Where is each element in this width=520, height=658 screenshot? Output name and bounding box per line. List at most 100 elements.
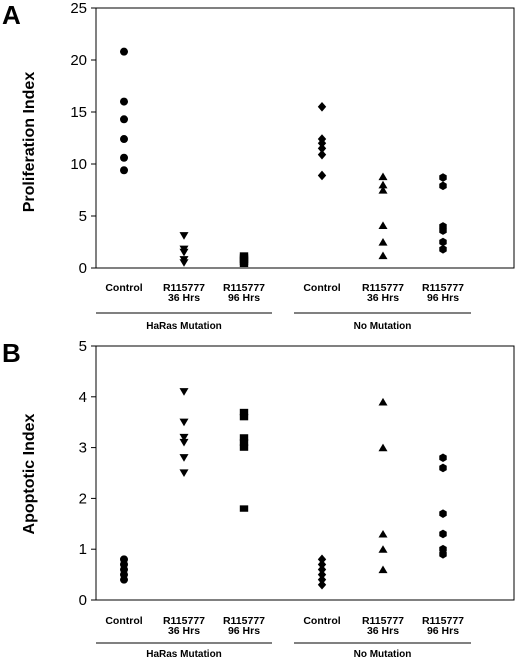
data-point [239,444,249,451]
y-tick-label: 5 [79,338,87,355]
y-tick-label: 5 [79,208,87,225]
data-point [378,238,388,246]
category-label-sub: 36 Hrs [168,292,200,304]
category-label: R115777 [362,282,404,294]
category-label: Control [303,282,340,294]
data-point [317,574,327,585]
category-label-sub: 36 Hrs [367,292,399,304]
panel-a-letter: A [2,0,21,30]
data-point [317,102,327,112]
data-point [378,443,388,452]
data-point [317,138,327,148]
category-label: R115777 [163,282,205,294]
panel-b-group-brackets: HaRas Mutation No Mutation [96,642,471,658]
category-label-sub: 96 Hrs [228,625,260,637]
data-point [317,569,327,580]
y-tick-label: 20 [70,52,87,69]
data-point [439,181,447,191]
data-point [317,143,327,154]
data-point [120,575,128,584]
panel-a-y-axis-label: Proliferation Index [21,72,38,213]
category-label: R115777 [163,615,205,627]
data-point [378,180,388,189]
data-point [317,579,327,590]
data-point [378,221,388,229]
group-label: No Mutation [354,649,412,658]
data-point [120,97,128,106]
category-label: Control [303,615,340,627]
data-point [179,232,189,240]
category-label-sub: 36 Hrs [367,625,399,637]
data-point [439,549,447,559]
data-point [179,248,189,257]
data-point [317,554,327,565]
data-point [439,453,447,463]
data-point [439,173,447,182]
panel-a-y-ticks: 0 5 10 15 20 25 [70,0,96,277]
category-label: Control [105,282,142,294]
data-point [239,505,249,512]
data-point [439,463,447,473]
category-label-sub: 96 Hrs [228,292,260,304]
data-point [317,149,327,160]
data-point [120,153,128,162]
group-label: No Mutation [354,321,412,332]
data-point [179,388,189,396]
data-point [378,251,388,260]
panel-b-y-ticks: 0 1 2 3 4 5 [79,338,96,609]
data-point [317,559,327,570]
category-label-sub: 96 Hrs [427,292,459,304]
data-point [439,237,447,247]
category-label: R115777 [362,615,404,627]
category-label: Control [105,615,142,627]
data-point [239,413,249,421]
category-label-sub: 96 Hrs [427,625,459,637]
category-label-sub: 36 Hrs [168,625,200,637]
panel-a: A Proliferation Index 0 5 10 15 20 25 Control… [2,0,515,332]
data-point [120,115,128,124]
data-point [439,529,447,539]
data-point [179,438,189,447]
y-tick-label: 0 [79,260,87,277]
group-label: HaRas Mutation [146,649,222,658]
data-point [239,260,249,268]
y-tick-label: 2 [79,490,87,507]
y-tick-label: 3 [79,440,87,457]
data-point [378,186,388,194]
y-tick-label: 1 [79,541,87,558]
data-point [179,454,189,462]
data-point [120,47,128,56]
y-tick-label: 0 [79,592,87,609]
panel-b-plot-frame [95,345,515,601]
panel-b-y-axis-label: Apoptotic Index [21,413,38,534]
data-point [378,172,388,181]
data-point [239,439,249,446]
data-point [120,135,128,144]
data-point [378,545,388,553]
category-label: R115777 [223,615,265,627]
y-tick-label: 10 [70,156,87,173]
y-tick-label: 15 [70,104,87,121]
data-point [179,418,189,427]
data-point [378,529,388,538]
data-point [120,166,128,175]
data-point [439,226,447,235]
panel-b-markers [120,388,447,590]
panel-b-letter: B [2,338,21,368]
data-point [439,244,447,254]
data-point [179,259,189,267]
group-label: HaRas Mutation [146,321,222,332]
category-label: R115777 [422,282,464,294]
data-point [317,170,327,181]
data-point [179,469,189,477]
data-point [179,433,189,442]
panel-a-plot-frame [95,7,515,269]
y-tick-label: 25 [70,0,87,17]
data-point [439,509,447,518]
panel-a-markers [120,47,447,268]
data-point [239,408,249,416]
data-point [378,397,388,406]
data-point [317,564,327,575]
y-tick-label: 4 [79,389,87,406]
